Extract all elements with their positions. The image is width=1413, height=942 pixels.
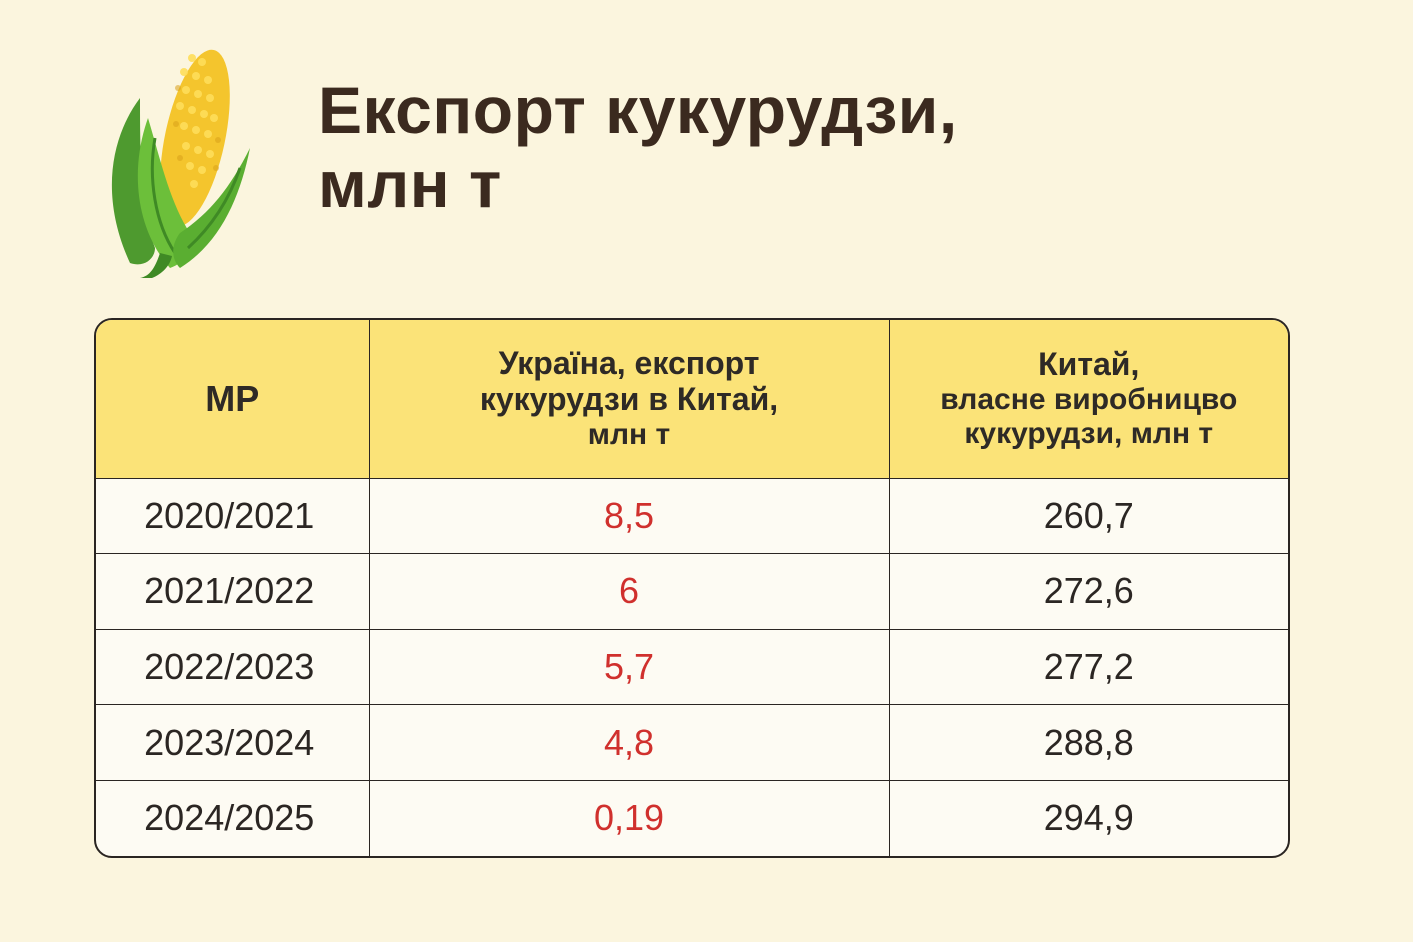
header-mp: МР (96, 320, 370, 479)
table-row: 2020/2021 8,5 260,7 (96, 477, 1288, 555)
header-ukraine-line-2: кукурудзи в Китай, (479, 380, 779, 417)
data-table: МР Україна, експорт кукурудзи в Китай, м… (94, 318, 1290, 858)
year-cell: 2021/2022 (96, 553, 370, 630)
title-line-1: Експорт кукурудзи, (318, 73, 958, 147)
year-cell: 2020/2021 (96, 477, 370, 555)
ukraine-export-cell: 4,8 (368, 704, 890, 781)
page-title: Експорт кукурудзи, млн т (318, 73, 958, 222)
china-production-cell: 277,2 (888, 628, 1288, 706)
header-china-line-2: власне виробницво (940, 383, 1238, 417)
header-china-production: Китай, власне виробницво кукурудзи, млн … (888, 320, 1288, 479)
china-production-cell: 272,6 (888, 553, 1288, 630)
year-cell: 2024/2025 (96, 779, 370, 856)
header-row: МР Україна, експорт кукурудзи в Китай, м… (96, 320, 1288, 479)
header-china-line-1: Китай, (1038, 346, 1140, 383)
title-line-2: млн т (318, 146, 502, 221)
china-production-cell: 288,8 (888, 704, 1288, 781)
table-row: 2023/2024 4,8 288,8 (96, 704, 1288, 781)
header-ukraine-export: Україна, експорт кукурудзи в Китай, млн … (368, 320, 890, 479)
year-cell: 2023/2024 (96, 704, 370, 781)
corn-icon (100, 28, 260, 278)
header-china-line-3: кукурудзи, млн т (964, 416, 1214, 450)
table-row: 2022/2023 5,7 277,2 (96, 628, 1288, 706)
header-ukraine-line-1: Україна, експорт (498, 345, 760, 382)
china-production-cell: 260,7 (888, 477, 1288, 555)
table-row: 2021/2022 6 272,6 (96, 553, 1288, 630)
year-cell: 2022/2023 (96, 628, 370, 706)
ukraine-export-cell: 6 (368, 553, 890, 630)
ukraine-export-cell: 8,5 (368, 477, 890, 555)
table-row: 2024/2025 0,19 294,9 (96, 779, 1288, 856)
header-ukraine-line-3: млн т (587, 417, 671, 451)
ukraine-export-cell: 5,7 (368, 628, 890, 706)
ukraine-export-cell: 0,19 (368, 779, 890, 856)
china-production-cell: 294,9 (888, 779, 1288, 856)
